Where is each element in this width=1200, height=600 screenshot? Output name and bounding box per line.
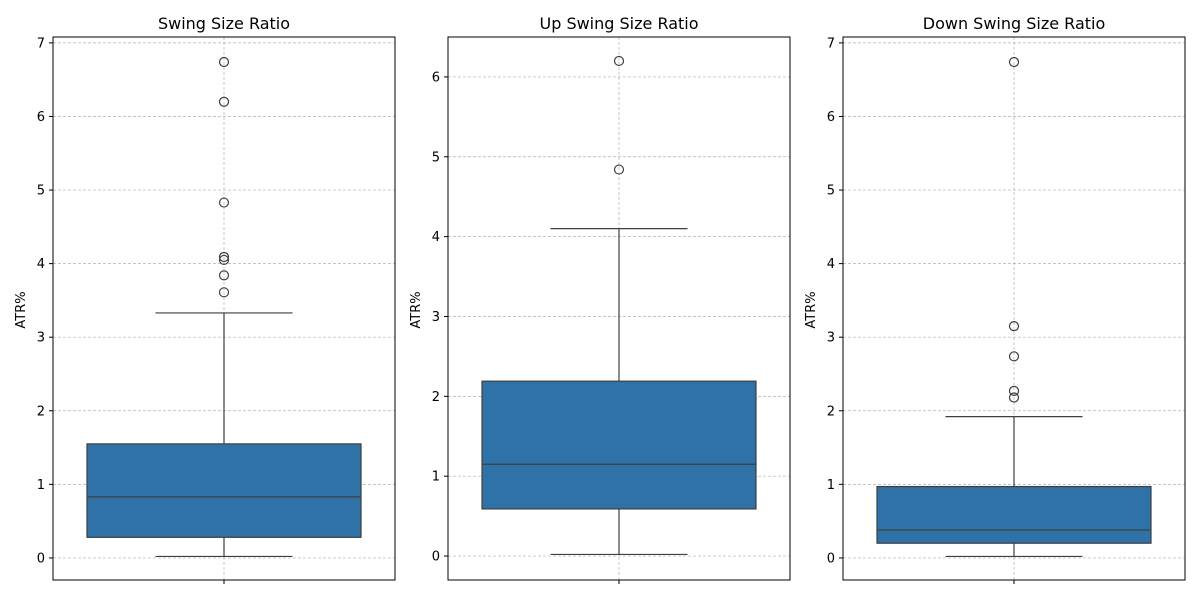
y-axis-label: ATR% [804, 291, 819, 328]
y-tick-label: 0 [37, 551, 45, 566]
y-axis-label: ATR% [409, 291, 424, 328]
panel-down-swing-size-ratio: Down Swing Size Ratio ATR% 0 1 2 3 4 5 6 7 [804, 14, 1186, 584]
y-tick-label: 5 [37, 184, 45, 199]
y-tick-label: 4 [37, 257, 45, 272]
outlier-point [218, 96, 230, 107]
y-tick-label: 4 [432, 230, 440, 245]
outlier-point [1008, 392, 1020, 403]
y-tick-label: 4 [827, 257, 835, 272]
chart-title: Swing Size Ratio [158, 14, 290, 33]
outlier-point [1008, 321, 1020, 332]
y-tick-label: 1 [432, 470, 440, 485]
outlier-point [218, 197, 230, 208]
y-tick-label: 2 [37, 404, 45, 419]
y-tick-label: 6 [827, 110, 835, 125]
outlier-point [218, 270, 230, 281]
y-tick-label: 1 [827, 478, 835, 493]
y-tick-label: 5 [827, 184, 835, 199]
panel-swing-size-ratio: Swing Size Ratio ATR% 0 1 2 3 4 5 6 7 [14, 14, 396, 584]
iqr-box [86, 443, 362, 538]
outlier-point [218, 251, 230, 263]
y-tick-label: 0 [432, 550, 440, 565]
plot-frame [52, 36, 396, 581]
y-tick-label: 3 [37, 331, 45, 346]
plot-frame [842, 36, 1186, 581]
outlier-point [218, 287, 230, 298]
outlier-point [1008, 351, 1020, 362]
plot-frame [447, 36, 791, 581]
outlier-point [218, 254, 230, 266]
outlier-point [1008, 56, 1020, 68]
y-tick-label: 3 [432, 310, 440, 325]
chart-title: Up Swing Size Ratio [539, 14, 698, 33]
iqr-box [481, 380, 757, 510]
y-tick-label: 2 [432, 390, 440, 405]
y-tick-label: 3 [827, 331, 835, 346]
iqr-box [876, 485, 1152, 544]
y-tick-label: 2 [827, 404, 835, 419]
y-tick-label: 7 [827, 36, 835, 51]
outlier-point [218, 56, 230, 68]
y-tick-label: 7 [37, 36, 45, 51]
y-tick-label: 6 [37, 110, 45, 125]
chart-title: Down Swing Size Ratio [923, 14, 1106, 33]
y-tick-label: 5 [432, 150, 440, 165]
y-tick-label: 0 [827, 551, 835, 566]
outlier-point [613, 55, 625, 67]
y-axis-label: ATR% [14, 291, 29, 328]
outlier-point [613, 164, 625, 175]
y-tick-label: 1 [37, 478, 45, 493]
y-tick-label: 6 [432, 70, 440, 85]
panel-up-swing-size-ratio: Up Swing Size Ratio ATR% 0 1 2 3 4 5 6 [409, 14, 791, 584]
outlier-point [1008, 385, 1020, 397]
